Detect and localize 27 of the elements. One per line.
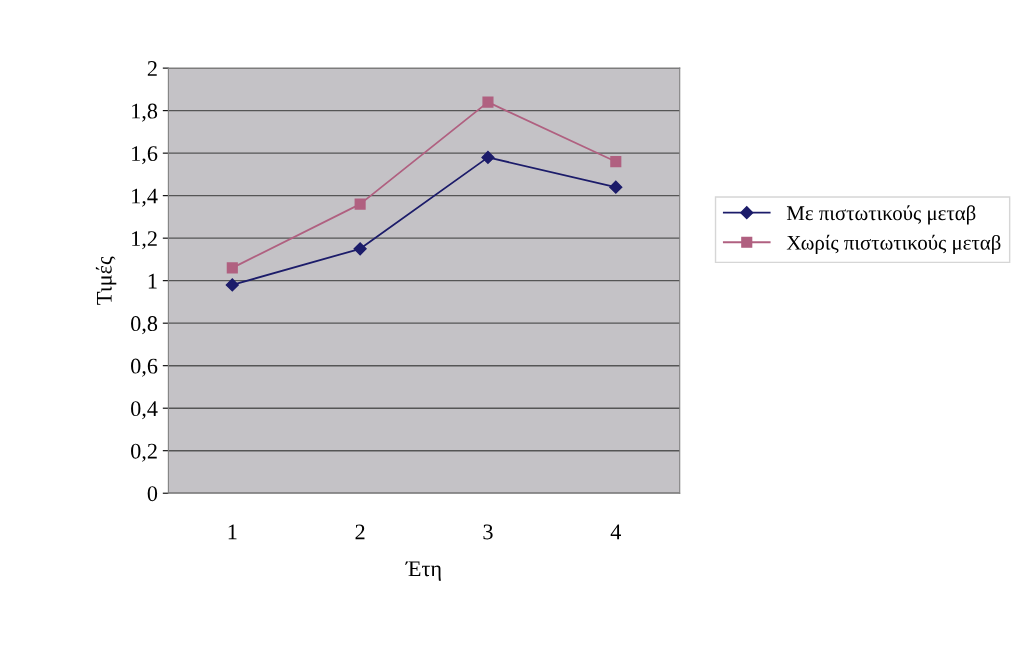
y-tick-label: 0,4 (131, 401, 158, 420)
x-tick-label: 4 (610, 524, 622, 540)
y-tick-label: 1,8 (132, 103, 158, 122)
y-tick-label: 2 (147, 61, 157, 76)
x-tick-label: 2 (355, 524, 365, 540)
legend-label: Με πιστωτικούς μεταβ (786, 205, 976, 225)
point (609, 180, 623, 194)
y-tick-label: 0,2 (131, 443, 157, 462)
legend-label: Χωρίς πιστωτικούς μεταβ (786, 234, 1001, 255)
point (353, 242, 367, 256)
y-tick-label: 0,8 (131, 316, 158, 335)
y-axis-title: Τιμές (95, 256, 117, 305)
point (225, 278, 239, 292)
point (226, 262, 238, 274)
y-tick-label: 1 (148, 273, 157, 289)
point (610, 156, 622, 168)
y-tick-label: 1,2 (132, 231, 157, 250)
x-tick-label: 1 (228, 524, 237, 540)
x-axis-title: Έτη (405, 561, 441, 581)
point (481, 150, 495, 164)
x-tick-label: 3 (483, 524, 493, 540)
y-tick-label: 1,6 (132, 146, 158, 165)
point (354, 198, 366, 210)
y-tick-label: 0,6 (131, 358, 158, 377)
point (482, 96, 494, 108)
y-tick-label: 0 (147, 486, 158, 502)
y-tick-label: 1,4 (132, 188, 158, 207)
